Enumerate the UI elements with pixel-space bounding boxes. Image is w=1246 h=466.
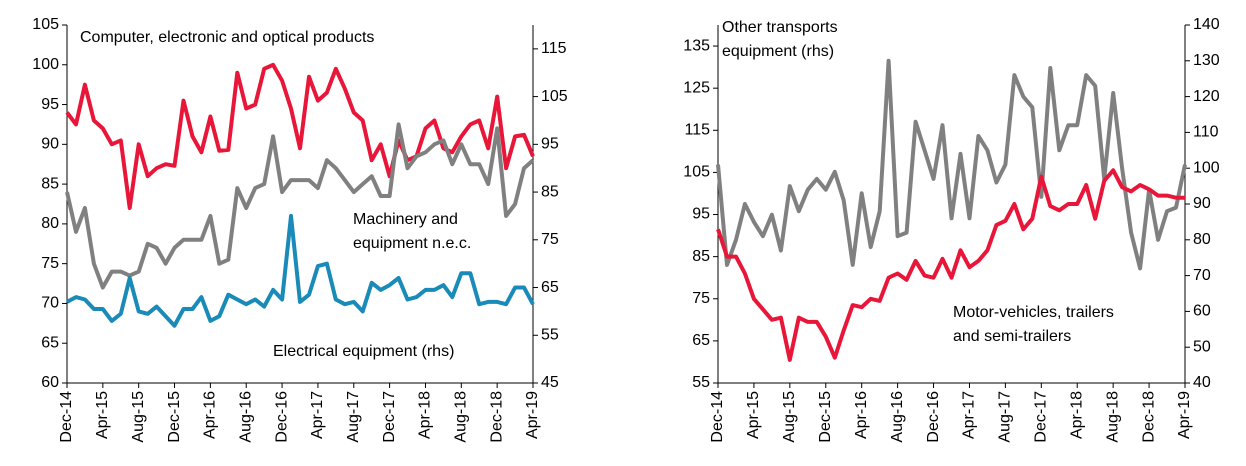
y-tick-label: 135 <box>683 37 710 54</box>
y2-tick-label: 110 <box>1193 124 1219 141</box>
y-tick-label: 75 <box>41 255 59 272</box>
series-line <box>65 122 535 290</box>
series-line <box>65 62 535 210</box>
series-label: Computer, electronic and optical product… <box>80 29 374 46</box>
y2-tick-label: 40 <box>1193 374 1211 391</box>
y2-tick-label: 55 <box>541 326 559 343</box>
x-tick-label: Aug-16 <box>237 391 254 443</box>
x-tick-label: Dec-17 <box>381 391 398 443</box>
x-tick-label: Apr-16 <box>853 391 870 439</box>
series-label: equipment (rhs) <box>722 43 834 60</box>
y2-tick-label: 50 <box>1193 338 1211 355</box>
y-tick-label: 60 <box>41 374 59 391</box>
y-tick-label: 70 <box>41 295 59 312</box>
y-tick-label: 65 <box>41 334 59 351</box>
x-tick-label: Aug-18 <box>1104 391 1121 443</box>
y-tick-label: 80 <box>41 215 59 232</box>
y2-tick-label: 75 <box>541 231 559 248</box>
x-tick-label: Dec-14 <box>709 391 726 443</box>
y2-tick-label: 60 <box>1193 303 1211 320</box>
x-tick-label: Dec-15 <box>166 391 183 443</box>
series-label: equipment n.e.c. <box>353 235 471 252</box>
y2-tick-label: 65 <box>541 279 559 296</box>
x-tick-label: Apr-16 <box>202 391 219 439</box>
x-tick-label: Dec-16 <box>273 391 290 443</box>
series-label: Electrical equipment (rhs) <box>273 343 454 360</box>
x-tick-label: Apr-19 <box>1176 391 1193 439</box>
y2-tick-label: 100 <box>1193 159 1220 176</box>
y2-tick-label: 80 <box>1193 231 1211 248</box>
series-label: Machinery and <box>353 211 458 228</box>
y-tick-label: 125 <box>683 79 710 96</box>
x-tick-label: Dec-18 <box>1140 391 1157 443</box>
x-tick-label: Aug-15 <box>130 391 147 443</box>
y-tick-label: 100 <box>32 56 59 73</box>
y2-tick-label: 45 <box>541 374 559 391</box>
x-tick-label: Aug-17 <box>997 391 1014 443</box>
x-tick-label: Aug-16 <box>889 391 906 443</box>
x-tick-label: Dec-14 <box>58 391 75 443</box>
series-label: Other transports <box>722 19 838 36</box>
y-tick-label: 90 <box>41 136 59 153</box>
y-tick-label: 115 <box>684 122 710 139</box>
series-label: Motor-vehicles, trailers <box>953 304 1114 321</box>
x-tick-label: Apr-19 <box>524 391 541 439</box>
series-line <box>716 58 1187 271</box>
x-tick-label: Apr-18 <box>1068 391 1085 439</box>
y-tick-label: 95 <box>41 96 59 113</box>
y2-tick-label: 130 <box>1193 52 1220 69</box>
x-tick-label: Apr-15 <box>745 391 762 439</box>
x-tick-label: Apr-18 <box>417 391 434 439</box>
x-tick-label: Apr-17 <box>309 391 326 439</box>
y-tick-label: 105 <box>683 164 710 181</box>
x-tick-label: Dec-18 <box>488 391 505 443</box>
y2-tick-label: 70 <box>1193 267 1211 284</box>
x-tick-label: Aug-15 <box>781 391 798 443</box>
y2-tick-label: 115 <box>541 40 567 57</box>
y2-tick-label: 120 <box>1193 88 1220 105</box>
y-tick-label: 55 <box>692 374 710 391</box>
x-tick-label: Apr-15 <box>94 391 111 439</box>
y-tick-label: 65 <box>692 332 710 349</box>
y-tick-label: 95 <box>692 206 710 223</box>
y2-tick-label: 140 <box>1193 16 1220 33</box>
y-tick-label: 105 <box>32 16 59 33</box>
y2-tick-label: 105 <box>541 88 568 105</box>
series-label: and semi-trailers <box>953 328 1071 345</box>
series-line <box>66 213 535 328</box>
x-tick-label: Aug-18 <box>453 391 470 443</box>
y2-tick-label: 95 <box>541 136 559 153</box>
x-tick-label: Dec-16 <box>925 391 942 443</box>
y-tick-label: 75 <box>692 290 710 307</box>
y2-tick-label: 85 <box>541 183 559 200</box>
x-tick-label: Dec-15 <box>817 391 834 443</box>
series-line <box>716 168 1185 362</box>
x-tick-label: Aug-17 <box>345 391 362 443</box>
y-tick-label: 85 <box>41 175 59 192</box>
y-tick-label: 85 <box>692 248 710 265</box>
y2-tick-label: 90 <box>1193 195 1211 212</box>
x-tick-label: Dec-17 <box>1033 391 1050 443</box>
x-tick-label: Apr-17 <box>961 391 978 439</box>
